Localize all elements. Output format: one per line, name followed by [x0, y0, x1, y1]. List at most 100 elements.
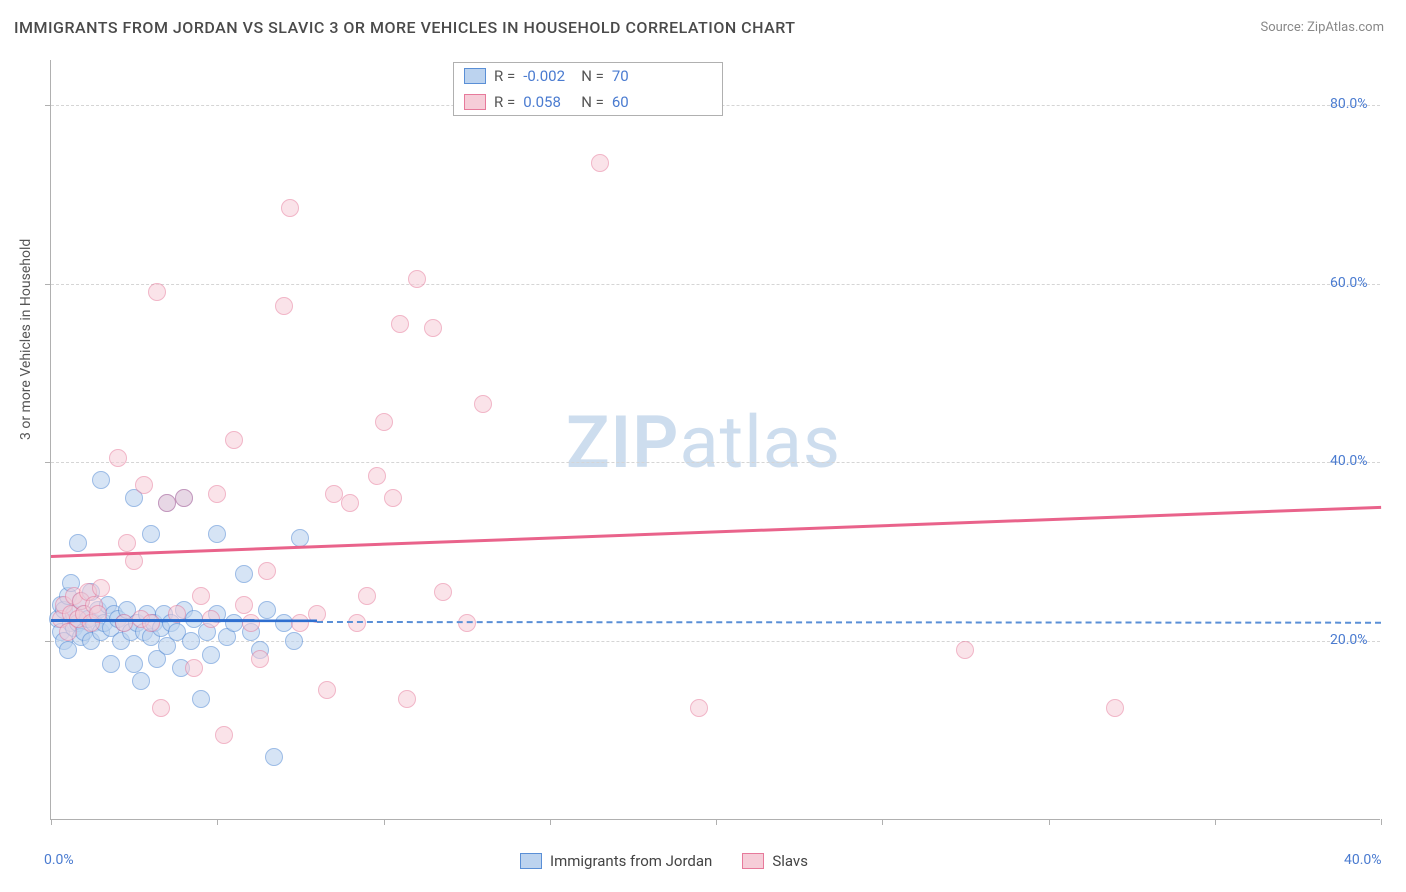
scatter-point-jordan — [225, 614, 243, 632]
legend-item: Slavs — [742, 852, 808, 870]
scatter-point-slavs — [391, 315, 409, 333]
scatter-point-jordan — [285, 632, 303, 650]
gridline — [51, 462, 1380, 463]
scatter-point-jordan — [208, 525, 226, 543]
scatter-point-jordan — [92, 471, 110, 489]
scatter-point-jordan — [125, 655, 143, 673]
scatter-point-slavs — [118, 534, 136, 552]
xtick-mark — [217, 819, 218, 825]
scatter-point-jordan — [202, 646, 220, 664]
scatter-point-jordan — [192, 690, 210, 708]
xtick-mark — [384, 819, 385, 825]
stat-r-label: R = — [494, 93, 515, 111]
stat-n-label: N = — [581, 67, 604, 85]
stat-r-label: R = — [494, 67, 515, 85]
ytick-mark — [45, 284, 51, 285]
trend-line — [51, 619, 317, 622]
source-link[interactable]: ZipAtlas.com — [1307, 20, 1384, 35]
scatter-point-jordan — [102, 655, 120, 673]
gridline — [51, 641, 1380, 642]
xtick-mark — [882, 819, 883, 825]
scatter-point-slavs — [690, 699, 708, 717]
scatter-point-slavs — [148, 283, 166, 301]
stats-row-slavs: R = 0.058 N = 60 — [454, 89, 722, 115]
scatter-point-jordan — [132, 672, 150, 690]
scatter-point-slavs — [384, 489, 402, 507]
scatter-point-slavs — [175, 489, 193, 507]
xtick-mark — [1049, 819, 1050, 825]
ytick-label: 80.0% — [1330, 96, 1368, 112]
scatter-point-slavs — [375, 413, 393, 431]
stat-n-label: N = — [581, 93, 604, 111]
y-axis-label: 3 or more Vehicles in Household — [18, 239, 34, 440]
scatter-point-slavs — [142, 614, 160, 632]
scatter-point-slavs — [408, 270, 426, 288]
scatter-point-slavs — [281, 199, 299, 217]
ytick-mark — [45, 462, 51, 463]
xtick-mark — [1381, 819, 1382, 825]
scatter-point-slavs — [956, 641, 974, 659]
scatter-point-slavs — [192, 587, 210, 605]
scatter-point-slavs — [474, 395, 492, 413]
ytick-mark — [45, 105, 51, 106]
stat-n-value: 60 — [612, 93, 629, 111]
scatter-point-slavs — [152, 699, 170, 717]
watermark: ZIPatlas — [566, 400, 841, 485]
stats-legend: R = -0.002 N = 70 R = 0.058 N = 60 — [453, 62, 723, 116]
scatter-point-slavs — [434, 583, 452, 601]
scatter-point-jordan — [275, 614, 293, 632]
trend-line — [51, 506, 1381, 558]
scatter-point-slavs — [235, 596, 253, 614]
scatter-point-slavs — [275, 297, 293, 315]
stat-r-value: 0.058 — [523, 93, 573, 111]
scatter-point-slavs — [135, 476, 153, 494]
stats-row-jordan: R = -0.002 N = 70 — [454, 63, 722, 89]
xtick-mark — [51, 819, 52, 825]
scatter-point-slavs — [325, 485, 343, 503]
legend-label: Immigrants from Jordan — [550, 852, 712, 870]
scatter-point-jordan — [69, 534, 87, 552]
watermark-bold: ZIP — [566, 400, 679, 485]
legend-label: Slavs — [772, 852, 808, 870]
swatch-icon — [520, 853, 542, 869]
scatter-point-slavs — [1106, 699, 1124, 717]
source-citation: Source: ZipAtlas.com — [1260, 20, 1384, 35]
scatter-point-slavs — [115, 614, 133, 632]
xtick-mark — [550, 819, 551, 825]
chart-title: IMMIGRANTS FROM JORDAN VS SLAVIC 3 OR MO… — [14, 18, 796, 37]
gridline — [51, 284, 1380, 285]
scatter-point-jordan — [235, 565, 253, 583]
xtick-mark — [716, 819, 717, 825]
stat-r-value: -0.002 — [523, 67, 573, 85]
swatch-icon — [464, 94, 486, 110]
legend-item: Immigrants from Jordan — [520, 852, 712, 870]
scatter-point-slavs — [109, 449, 127, 467]
watermark-rest: atlas — [679, 400, 841, 485]
xtick-label: 0.0% — [44, 852, 74, 868]
scatter-point-slavs — [208, 485, 226, 503]
series-legend: Immigrants from Jordan Slavs — [520, 852, 808, 870]
scatter-point-slavs — [341, 494, 359, 512]
scatter-point-slavs — [92, 579, 110, 597]
scatter-point-jordan — [142, 525, 160, 543]
stat-n-value: 70 — [612, 67, 629, 85]
scatter-point-slavs — [185, 659, 203, 677]
ytick-mark — [45, 641, 51, 642]
scatter-point-slavs — [291, 614, 309, 632]
swatch-icon — [464, 68, 486, 84]
scatter-point-slavs — [358, 587, 376, 605]
scatter-point-slavs — [258, 562, 276, 580]
trend-line — [317, 621, 1381, 624]
scatter-point-slavs — [158, 494, 176, 512]
scatter-point-slavs — [251, 650, 269, 668]
scatter-point-slavs — [225, 431, 243, 449]
scatter-point-slavs — [318, 681, 336, 699]
swatch-icon — [742, 853, 764, 869]
scatter-point-slavs — [458, 614, 476, 632]
source-prefix: Source: — [1260, 20, 1307, 35]
scatter-point-jordan — [265, 748, 283, 766]
scatter-point-jordan — [258, 601, 276, 619]
ytick-label: 60.0% — [1330, 275, 1368, 291]
chart-container: IMMIGRANTS FROM JORDAN VS SLAVIC 3 OR MO… — [0, 0, 1406, 892]
scatter-point-slavs — [242, 614, 260, 632]
